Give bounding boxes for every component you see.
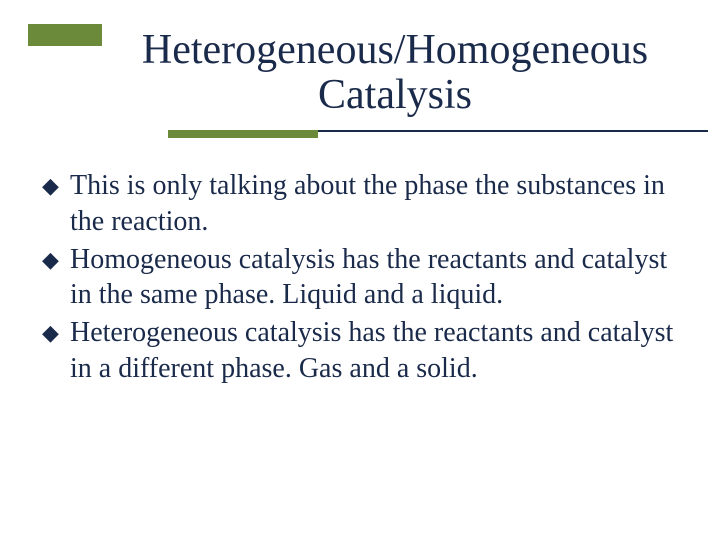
title-underline [168, 128, 708, 138]
underline-thick [168, 130, 318, 138]
bullet-text: This is only talking about the phase the… [70, 168, 680, 240]
slide-title: Heterogeneous/Homogeneous Catalysis [115, 28, 675, 119]
bullet-list: ◆ This is only talking about the phase t… [40, 168, 680, 389]
list-item: ◆ This is only talking about the phase t… [40, 168, 680, 240]
list-item: ◆ Homogeneous catalysis has the reactant… [40, 242, 680, 314]
bullet-icon: ◆ [40, 315, 70, 351]
bullet-text: Homogeneous catalysis has the reactants … [70, 242, 680, 314]
title-line-1: Heterogeneous/Homogeneous [142, 27, 648, 73]
bullet-icon: ◆ [40, 242, 70, 278]
title-line-2: Catalysis [318, 72, 472, 118]
list-item: ◆ Heterogeneous catalysis has the reacta… [40, 315, 680, 387]
bullet-text: Heterogeneous catalysis has the reactant… [70, 315, 680, 387]
accent-bar [28, 24, 102, 46]
bullet-icon: ◆ [40, 168, 70, 204]
